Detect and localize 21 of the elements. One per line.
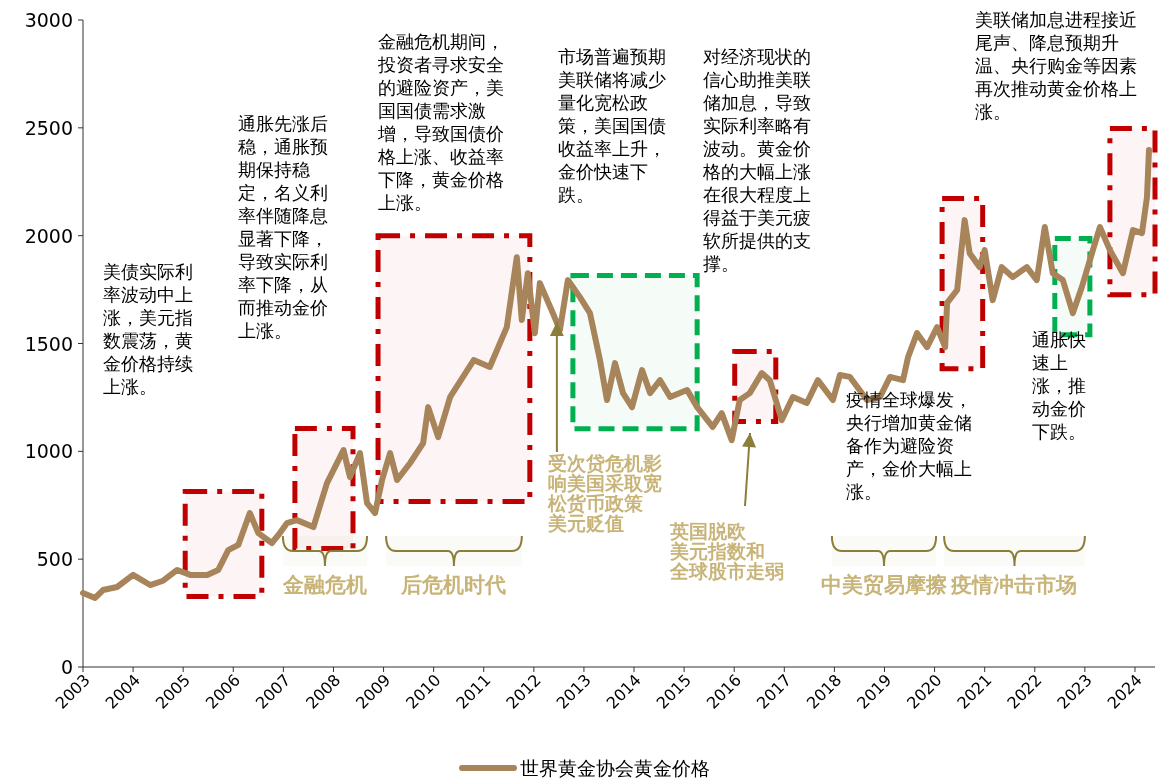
y-tick-label: 0 (60, 656, 73, 678)
annotation: 通胀快速上涨，推动金价下跌。 (1032, 329, 1086, 442)
text: 对经济现状的信心助推美联储加息，导致实际利率略有波动。黄金价格的大幅上涨在很大程度上得益于美元疲软所提供的支撑。 (703, 46, 811, 274)
band-label: 中美贸易摩擦 (820, 573, 948, 597)
y-tick-label: 1000 (24, 440, 73, 463)
annotation: 美债实际利率波动中上涨，美元指数震荡，黄金价格持续上涨。 (103, 261, 193, 397)
annotation: 美联储加息进程接近尾声、降息预期升温、央行购金等因素再次推动黄金价格上涨。 (975, 9, 1137, 122)
band-label: 后危机时代 (400, 573, 507, 597)
y-tick-label: 2500 (24, 116, 73, 139)
band-label: 疫情冲击市场 (950, 573, 1078, 597)
band-label: 金融危机 (281, 573, 367, 597)
annotation: 受次贷危机影响美国采取宽松货币政策美元贬值 (547, 452, 662, 534)
annotation: 金融危机期间，投资者寻求安全的避险资产，美国国债需求激增，导致国债价格上涨、收益率下降，黄金价格上涨。 (377, 31, 504, 213)
annotation: 市场普遍预期美联储将减少量化宽松政策，美国国债收益率上升，金价快速下跌。 (558, 46, 666, 205)
text: 通胀先涨后稳，通胀预期保持稳定，名义利率伴随降息显著下降，导致实际利率下降，从而推动金价上涨。 (238, 113, 328, 341)
legend-label: 世界黄金协会黄金价格 (520, 757, 710, 779)
y-tick-label: 2000 (24, 224, 73, 247)
y-tick-label: 1500 (24, 332, 73, 355)
y-tick-label: 3000 (24, 9, 73, 31)
annotation: 英国脱欧美元指数和全球股市走弱 (669, 520, 784, 582)
y-tick-label: 500 (36, 548, 73, 571)
